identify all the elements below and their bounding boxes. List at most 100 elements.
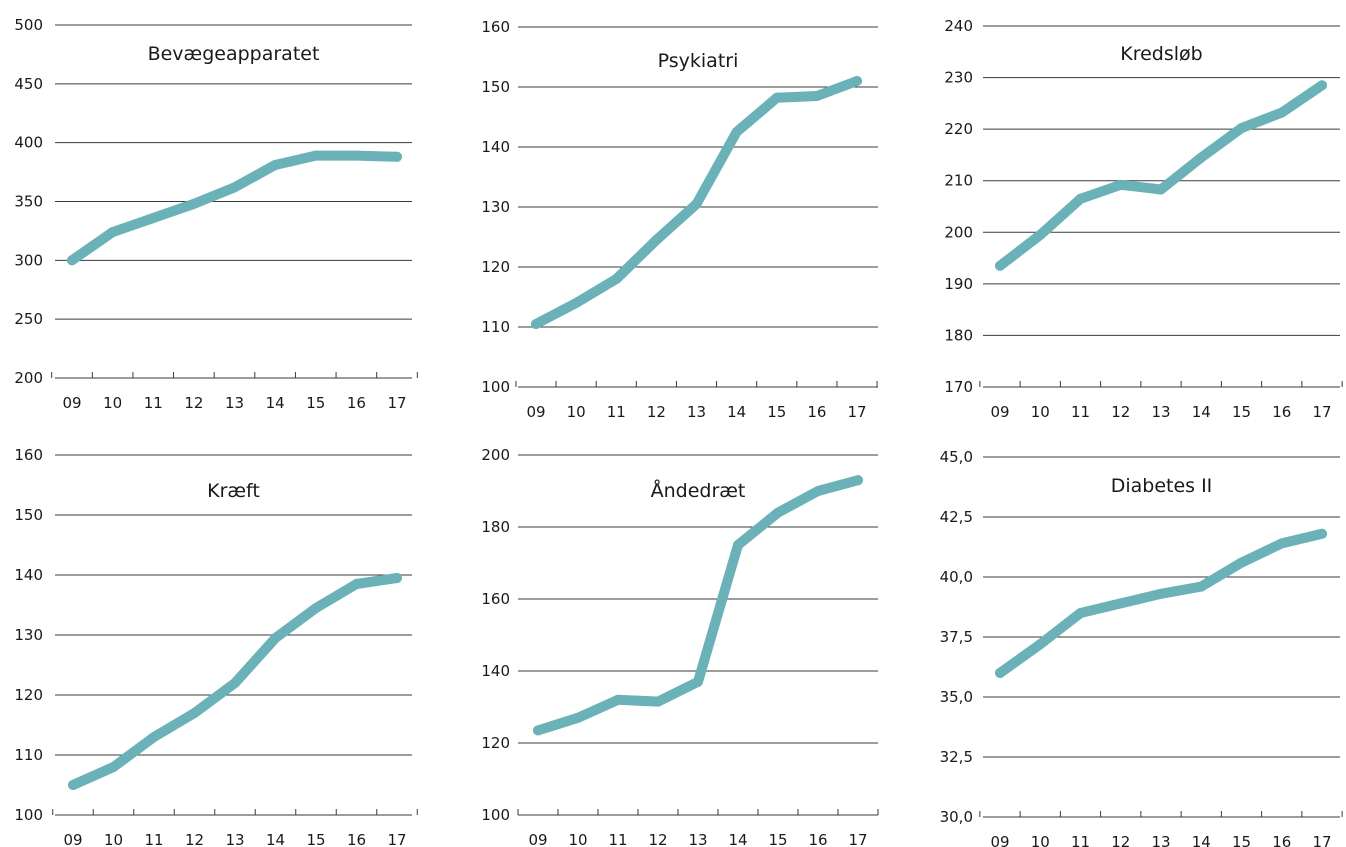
data-point: [771, 92, 782, 103]
data-point: [611, 274, 622, 284]
x-tick-label: 14: [727, 403, 746, 421]
data-point: [1196, 152, 1207, 163]
x-tick-label: 17: [1312, 403, 1331, 421]
x-tick-label: 15: [768, 831, 787, 847]
data-point: [392, 151, 402, 162]
x-tick-label: 15: [306, 394, 325, 412]
data-point: [351, 579, 362, 589]
chart-panel-1: 200 250 300 350 400 450 500 09 10 11 12 13 14 15 16 17 B…: [14, 16, 418, 412]
data-point: [1115, 179, 1126, 190]
x-tick-label: 09: [990, 403, 1009, 421]
x-tick-label: 16: [1272, 833, 1291, 847]
x-tick-label: 11: [608, 831, 627, 847]
y-tick-label: 110: [14, 746, 43, 764]
x-tick-label: 12: [184, 394, 203, 412]
x-tick-label: 11: [144, 394, 163, 412]
y-tick-label: 180: [481, 518, 510, 536]
data-point: [107, 227, 118, 238]
x-tick-label: 10: [1031, 403, 1050, 421]
y-tick-label: 120: [481, 734, 510, 752]
data-point: [270, 633, 281, 643]
x-tick-label: 09: [990, 833, 1009, 847]
x-tick-label: 17: [387, 831, 406, 847]
data-point: [731, 127, 742, 137]
x-tick-label: 14: [266, 394, 285, 412]
data-point: [773, 507, 783, 518]
data-point: [1196, 581, 1207, 592]
data-point: [533, 725, 543, 736]
series-line: [67, 150, 402, 266]
y-tick-label: 230: [944, 69, 973, 87]
data-point: [813, 486, 823, 496]
data-point: [189, 708, 200, 718]
x-tick-label: 13: [1151, 403, 1170, 421]
data-point: [853, 475, 863, 486]
x-tick-label: 12: [1111, 833, 1130, 847]
y-tick-label: 100: [481, 806, 510, 824]
chart-title: Diabetes II: [1111, 475, 1213, 497]
data-point: [651, 235, 662, 245]
chart-title: Kræft: [207, 480, 260, 502]
data-point: [531, 319, 541, 329]
y-tick-label: 450: [14, 75, 43, 93]
x-tick-label: 11: [607, 403, 626, 421]
y-tick-label: 180: [944, 326, 973, 344]
x-tick-label: 15: [1232, 833, 1251, 847]
x-tick-label: 16: [807, 403, 826, 421]
x-tick-label: 13: [225, 394, 244, 412]
y-tick-label: 200: [944, 223, 973, 241]
y-tick-label: 120: [481, 258, 510, 276]
data-point: [571, 298, 582, 308]
chart-title: Bevægeapparatet: [148, 43, 320, 65]
x-tick-label: 09: [528, 831, 547, 847]
y-tick-label: 150: [14, 506, 43, 524]
data-point: [1075, 193, 1086, 204]
data-point: [149, 732, 159, 742]
y-tick-label: 500: [14, 16, 43, 34]
data-point: [351, 150, 362, 161]
data-point: [995, 260, 1005, 271]
x-tick-label: 15: [1232, 403, 1251, 421]
data-point: [693, 676, 703, 687]
x-tick-label: 13: [225, 831, 244, 847]
data-point: [995, 668, 1005, 678]
x-tick-label: 11: [1071, 403, 1090, 421]
data-point: [1156, 588, 1166, 599]
y-tick-label: 30,0: [940, 808, 973, 826]
x-tick-label: 09: [63, 831, 82, 847]
x-tick-label: 10: [104, 831, 123, 847]
y-tick-label: 32,5: [940, 748, 973, 766]
data-point: [1035, 229, 1046, 240]
chart-panel-4: 100 110 120 130 140 150 160 09 10 11 12 13 14 15 16 17 K…: [14, 446, 418, 847]
y-tick-label: 100: [481, 378, 510, 396]
data-point: [310, 150, 321, 161]
y-tick-label: 240: [944, 17, 973, 35]
data-point: [1317, 80, 1327, 91]
x-tick-label: 10: [568, 831, 587, 847]
x-tick-label: 15: [306, 831, 325, 847]
y-tick-label: 350: [14, 193, 43, 211]
data-point: [230, 678, 240, 688]
y-tick-label: 160: [481, 590, 510, 608]
chart-panel-6: 30,0 32,5 35,0 37,5 40,0 42,5 45,0 09 10 11 12 13 14…: [940, 448, 1343, 847]
x-tick-label: 11: [144, 831, 163, 847]
x-tick-label: 14: [1192, 403, 1211, 421]
x-tick-label: 16: [347, 831, 366, 847]
y-tick-label: 400: [14, 134, 43, 152]
data-point: [1276, 107, 1287, 118]
series-line: [995, 80, 1327, 271]
x-tick-label: 14: [728, 831, 747, 847]
x-tick-label: 12: [647, 403, 666, 421]
chart-title: Åndedræt: [651, 479, 746, 502]
data-point: [1035, 639, 1046, 650]
x-tick-label: 17: [847, 403, 866, 421]
y-tick-label: 170: [944, 378, 973, 396]
x-tick-label: 16: [1272, 403, 1291, 421]
y-tick-label: 130: [481, 198, 510, 216]
x-tick-label: 13: [688, 831, 707, 847]
chart-panel-5: 100 120 140 160 180 200 09 10 11 12 13 14 15 16 17 Ånde…: [481, 446, 879, 847]
x-tick-label: 10: [103, 394, 122, 412]
x-tick-label: 10: [567, 403, 586, 421]
data-point: [67, 255, 77, 266]
data-point: [68, 780, 78, 790]
